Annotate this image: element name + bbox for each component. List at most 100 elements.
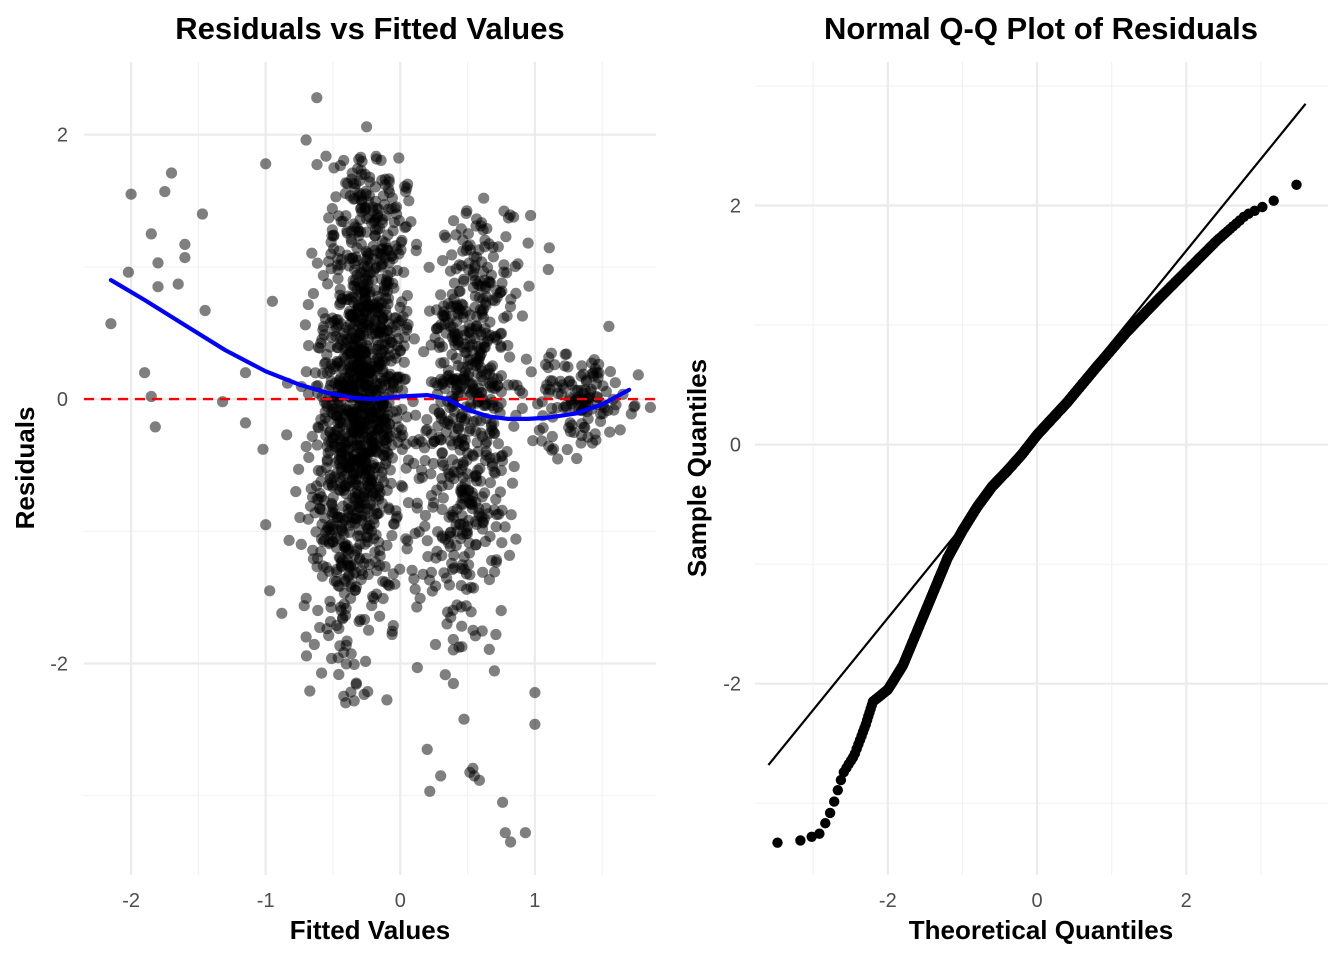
residual-point bbox=[334, 416, 346, 428]
residual-point bbox=[628, 401, 640, 413]
residual-point bbox=[381, 694, 393, 706]
residual-point bbox=[542, 263, 554, 276]
residual-point bbox=[417, 568, 429, 580]
residual-point bbox=[300, 650, 313, 662]
residual-point bbox=[492, 438, 504, 450]
residual-point bbox=[382, 229, 394, 241]
residual-point bbox=[478, 192, 490, 204]
residual-point bbox=[281, 429, 293, 441]
residual-point bbox=[459, 338, 471, 350]
residual-point bbox=[342, 497, 354, 509]
residual-point bbox=[432, 321, 444, 334]
residual-point bbox=[380, 455, 392, 467]
residual-point bbox=[456, 641, 468, 653]
residual-point bbox=[448, 373, 460, 385]
residual-point bbox=[363, 500, 375, 512]
residual-point bbox=[334, 441, 346, 453]
residual-point bbox=[302, 513, 314, 525]
residual-point bbox=[446, 563, 459, 576]
qq-y-tick-label: 2 bbox=[730, 195, 741, 217]
residual-point bbox=[371, 508, 383, 520]
residual-point bbox=[340, 458, 352, 470]
residual-point bbox=[315, 337, 327, 349]
residual-point bbox=[300, 592, 312, 604]
residual-point bbox=[561, 443, 573, 456]
residual-point bbox=[344, 305, 356, 317]
residual-point bbox=[571, 452, 583, 465]
residual-point bbox=[358, 381, 370, 393]
residual-point bbox=[562, 361, 574, 373]
qq-point bbox=[1291, 179, 1302, 190]
residual-point bbox=[403, 195, 415, 207]
residual-point bbox=[352, 277, 364, 289]
residual-point bbox=[436, 503, 448, 516]
residual-point bbox=[364, 558, 376, 571]
residual-point bbox=[356, 194, 368, 206]
residuals-x-tick-label: 1 bbox=[529, 890, 540, 912]
residual-point bbox=[437, 255, 449, 267]
residual-point bbox=[382, 292, 395, 304]
residual-point bbox=[321, 440, 333, 452]
residual-point bbox=[317, 270, 329, 282]
residual-point bbox=[544, 375, 557, 387]
residual-point bbox=[549, 359, 561, 371]
qq-point bbox=[1249, 205, 1260, 216]
residual-point bbox=[459, 329, 471, 341]
residual-point bbox=[477, 374, 489, 386]
residual-point bbox=[369, 181, 381, 193]
residual-point bbox=[389, 578, 401, 590]
residual-point bbox=[504, 351, 516, 363]
residual-point bbox=[294, 511, 306, 524]
residual-point bbox=[602, 404, 614, 417]
qq-point bbox=[1257, 201, 1268, 213]
residual-point bbox=[372, 290, 384, 302]
residual-point bbox=[338, 541, 350, 553]
residual-point bbox=[353, 329, 365, 342]
residual-point bbox=[483, 643, 495, 656]
residual-point bbox=[386, 192, 398, 204]
residual-point bbox=[381, 333, 393, 345]
qq-x-tick-label: -2 bbox=[879, 890, 897, 912]
residual-point bbox=[369, 438, 381, 450]
residual-point bbox=[442, 606, 454, 618]
residual-point bbox=[372, 447, 384, 459]
residual-point bbox=[386, 321, 398, 334]
residual-point bbox=[457, 471, 469, 484]
residual-point bbox=[348, 695, 360, 707]
residual-point bbox=[466, 499, 478, 511]
residual-point bbox=[322, 479, 334, 491]
residual-point bbox=[276, 607, 288, 619]
residual-point bbox=[503, 549, 516, 562]
residual-point bbox=[352, 301, 364, 314]
residual-point bbox=[307, 544, 319, 556]
residual-point bbox=[454, 305, 466, 317]
residual-point bbox=[494, 486, 506, 498]
residual-point bbox=[471, 278, 483, 290]
residual-point bbox=[327, 491, 339, 504]
residual-point bbox=[520, 353, 533, 365]
residual-point bbox=[322, 256, 335, 268]
residual-point bbox=[397, 384, 409, 397]
residual-point bbox=[307, 288, 319, 300]
residual-point bbox=[373, 536, 385, 548]
residual-point bbox=[451, 503, 463, 515]
residual-point bbox=[529, 687, 541, 699]
residual-point bbox=[414, 592, 426, 604]
residual-point bbox=[152, 281, 164, 293]
residual-point bbox=[351, 435, 363, 447]
residual-point bbox=[458, 713, 470, 725]
residual-point bbox=[317, 419, 329, 431]
residual-point bbox=[352, 473, 364, 485]
residual-point bbox=[410, 409, 422, 421]
residual-point bbox=[353, 230, 365, 242]
residual-point bbox=[479, 297, 492, 309]
residual-point bbox=[484, 316, 496, 328]
residuals-points bbox=[105, 92, 657, 848]
residual-point bbox=[576, 430, 588, 442]
residual-point bbox=[590, 378, 603, 390]
residual-point bbox=[472, 341, 484, 353]
qq-plot-panel: -2 0 2 -2 0 2 Normal Q-Q Plot of Residuals Th… bbox=[682, 11, 1328, 945]
residual-point bbox=[510, 287, 522, 299]
residual-point bbox=[423, 261, 435, 273]
residual-point bbox=[383, 418, 395, 430]
